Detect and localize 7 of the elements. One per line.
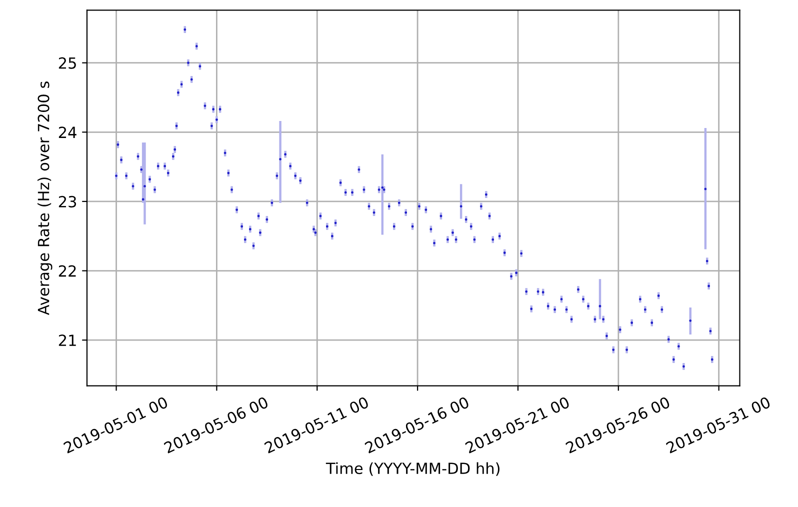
- y-tick-label: 22: [58, 265, 76, 277]
- y-tick-label: 25: [58, 57, 76, 69]
- y-axis-title: Average Rate (Hz) over 7200 s: [37, 82, 52, 316]
- y-tick-label: 23: [58, 196, 76, 208]
- x-axis-title: Time (YYYY-MM-DD hh): [326, 462, 500, 476]
- y-tick-label: 24: [58, 126, 76, 138]
- y-tick-label: 21: [58, 334, 76, 346]
